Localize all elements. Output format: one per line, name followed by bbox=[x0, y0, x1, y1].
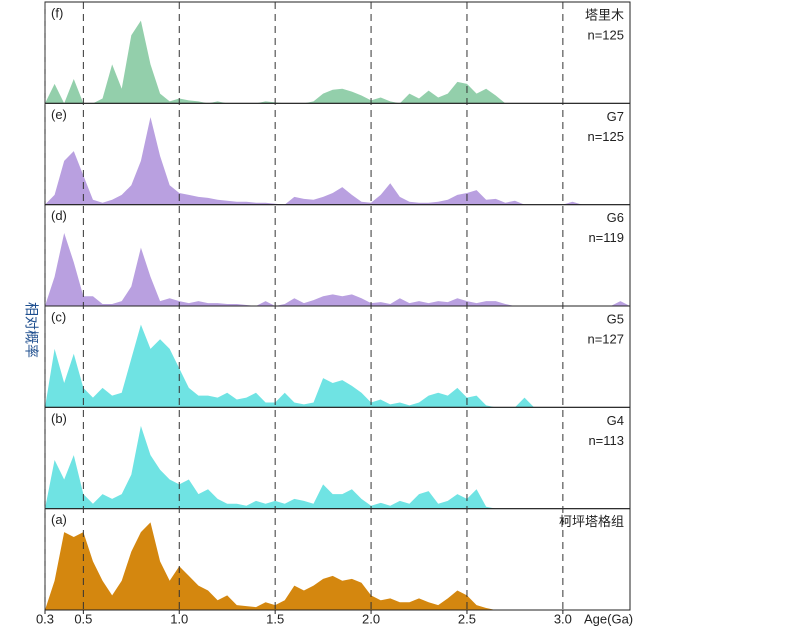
y-axis-label: 相对概率 bbox=[23, 302, 39, 358]
density-area bbox=[45, 425, 630, 509]
x-axis-label: Age(Ga) bbox=[584, 611, 633, 626]
series-name: G6 bbox=[607, 210, 624, 225]
series-name: 塔里木 bbox=[585, 7, 624, 22]
panel-label: (f) bbox=[51, 5, 63, 20]
x-tick-label: 3.0 bbox=[554, 611, 572, 626]
density-area bbox=[45, 117, 630, 205]
density-area bbox=[45, 20, 630, 104]
sample-count: n=113 bbox=[588, 433, 624, 448]
x-tick-label: 2.5 bbox=[458, 611, 476, 626]
sample-count: n=125 bbox=[587, 27, 624, 42]
panel-label: (a) bbox=[51, 512, 67, 527]
x-tick-label: 1.5 bbox=[266, 611, 284, 626]
series-name: G4 bbox=[607, 413, 624, 428]
x-tick-label: 2.0 bbox=[362, 611, 380, 626]
sample-count: n=119 bbox=[588, 230, 624, 245]
panel-label: (d) bbox=[51, 208, 67, 223]
x-tick-label: 0.3 bbox=[36, 611, 54, 626]
x-tick-label: 1.0 bbox=[170, 611, 188, 626]
sample-count: n=127 bbox=[587, 331, 624, 346]
x-tick-label: 0.5 bbox=[74, 611, 92, 626]
sample-count: n=125 bbox=[587, 129, 624, 144]
density-area bbox=[45, 522, 630, 610]
panel-label: (c) bbox=[51, 309, 66, 324]
series-name: G5 bbox=[607, 311, 624, 326]
panel-label: (e) bbox=[51, 107, 67, 122]
series-name: G7 bbox=[607, 109, 624, 124]
density-area bbox=[45, 233, 630, 306]
panel-label: (b) bbox=[51, 411, 67, 426]
series-name: 柯坪塔格组 bbox=[559, 514, 624, 529]
density-area bbox=[45, 324, 630, 408]
